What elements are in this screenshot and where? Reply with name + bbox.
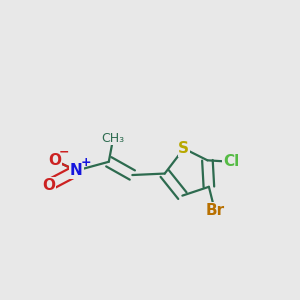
Text: +: + [80,156,91,169]
Text: O: O [42,178,55,193]
Text: Br: Br [205,203,224,218]
Text: CH₃: CH₃ [102,132,125,145]
Text: −: − [58,146,69,159]
Text: Cl: Cl [223,154,239,169]
Text: S: S [178,141,189,156]
Text: N: N [70,163,83,178]
Text: O: O [48,153,61,168]
